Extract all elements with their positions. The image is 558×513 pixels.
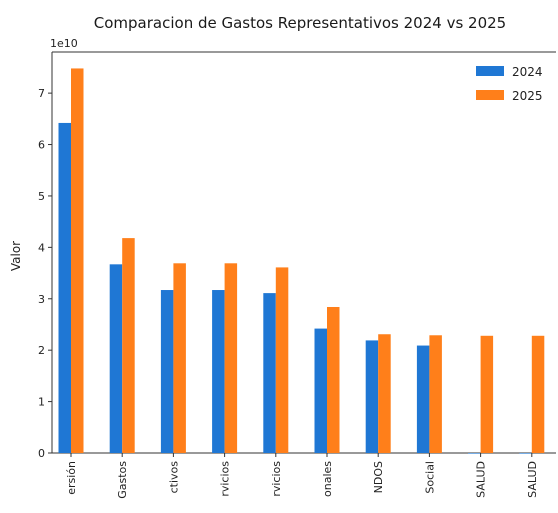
bar-2025: [275, 267, 289, 453]
x-tick-label: ctivos: [167, 461, 180, 494]
legend-swatch-2025: [476, 90, 504, 100]
bar-2025: [71, 68, 84, 453]
bar-2024: [314, 328, 327, 453]
bar-2025: [480, 335, 494, 453]
bar-2024: [519, 453, 532, 454]
bar-2024: [263, 293, 276, 453]
bar-2025: [173, 263, 186, 453]
bar-2024: [212, 290, 225, 453]
x-tick-label: rvicios: [219, 461, 232, 497]
y-tick-label: 7: [38, 87, 45, 100]
bar-2025: [429, 335, 442, 453]
y-tick-label: 0: [38, 447, 45, 460]
x-tick-label: Gastos: [116, 461, 129, 499]
bar-2025: [378, 334, 391, 453]
x-tick-label: SALUD: [526, 461, 539, 498]
axis-offset-label: 1e10: [50, 37, 78, 50]
bar-2024: [365, 340, 379, 453]
x-tick-label: SALUD: [475, 461, 488, 498]
bar-2024: [58, 122, 71, 453]
x-tick-label: rvicios: [270, 461, 283, 497]
x-tick-label: Social: [423, 461, 436, 494]
legend-label-2025: 2025: [512, 89, 543, 103]
bar-2025: [122, 238, 135, 453]
bar-2025: [531, 335, 545, 453]
bar-2025: [224, 263, 238, 453]
y-tick-label: 3: [38, 293, 45, 306]
y-tick-label: 5: [38, 190, 45, 203]
y-tick-label: 2: [38, 344, 45, 357]
y-tick-label: 1: [38, 396, 45, 409]
x-tick-label: onales: [321, 461, 334, 497]
bar-2024: [109, 264, 123, 453]
bar-2025: [327, 306, 340, 453]
bar-2024: [416, 345, 430, 453]
x-tick-label: NDOS: [372, 461, 385, 493]
bar-2024: [160, 290, 174, 453]
y-tick-label: 6: [38, 139, 45, 152]
legend-swatch-2024: [476, 66, 504, 76]
y-axis-label: Valor: [9, 241, 23, 271]
y-tick-label: 4: [38, 241, 45, 254]
legend-label-2024: 2024: [512, 65, 543, 79]
bar-2024: [468, 453, 481, 454]
chart-title: Comparacion de Gastos Representativos 20…: [94, 14, 506, 32]
x-tick-label: ersión: [65, 461, 78, 495]
